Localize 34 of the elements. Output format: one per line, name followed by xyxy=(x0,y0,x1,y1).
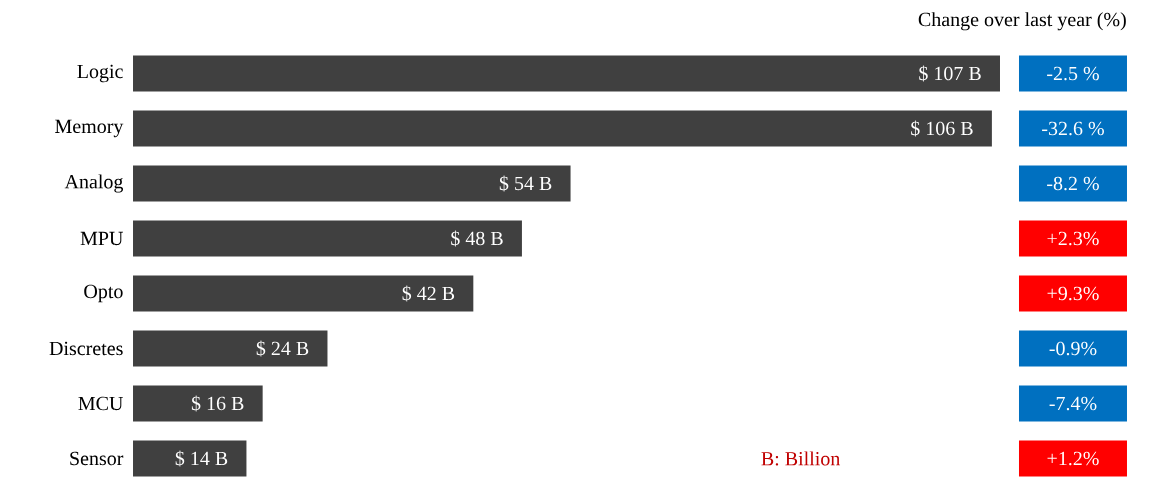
bar xyxy=(133,55,1000,92)
data-label: -32.6 % xyxy=(1042,121,1104,136)
bar xyxy=(133,220,522,257)
y-tick-label: Memory xyxy=(55,119,124,138)
data-label: $ 107 B xyxy=(919,65,981,82)
bar xyxy=(133,165,571,202)
data-label: +9.3% xyxy=(1047,286,1099,301)
y-tick-label: Opto xyxy=(84,284,123,303)
data-label: $ 16 B xyxy=(191,395,244,412)
data-label: +2.3% xyxy=(1047,231,1099,246)
data-label: $ 48 B xyxy=(451,230,503,247)
y-tick-label: Sensor xyxy=(70,451,124,466)
annotation: B: Billion xyxy=(761,451,841,466)
data-label: $ 24 B xyxy=(256,340,309,357)
y-tick-label: Analog xyxy=(64,174,124,193)
data-label: $ 106 B xyxy=(911,120,973,137)
text: Change over last year (%) xyxy=(918,12,1126,31)
y-tick-label: Logic xyxy=(77,64,123,83)
data-label: -2.5 % xyxy=(1047,66,1099,81)
data-label: -8.2 % xyxy=(1047,176,1099,191)
y-tick-label: MCU xyxy=(78,396,123,411)
data-label: $ 54 B xyxy=(499,175,552,192)
y-tick-label: Discretes xyxy=(49,341,123,356)
bar xyxy=(133,440,247,477)
data-label: -0.9% xyxy=(1049,341,1097,356)
y-tick-label: MPU xyxy=(80,231,123,246)
bar xyxy=(133,110,992,147)
data-label: -7.4% xyxy=(1049,396,1097,411)
bar xyxy=(133,385,263,422)
data-label: $ 42 B xyxy=(402,285,455,302)
bar xyxy=(133,330,328,367)
data-label: +1.2% xyxy=(1047,451,1099,466)
data-label: $ 14 B xyxy=(175,450,228,467)
bar xyxy=(133,275,474,312)
